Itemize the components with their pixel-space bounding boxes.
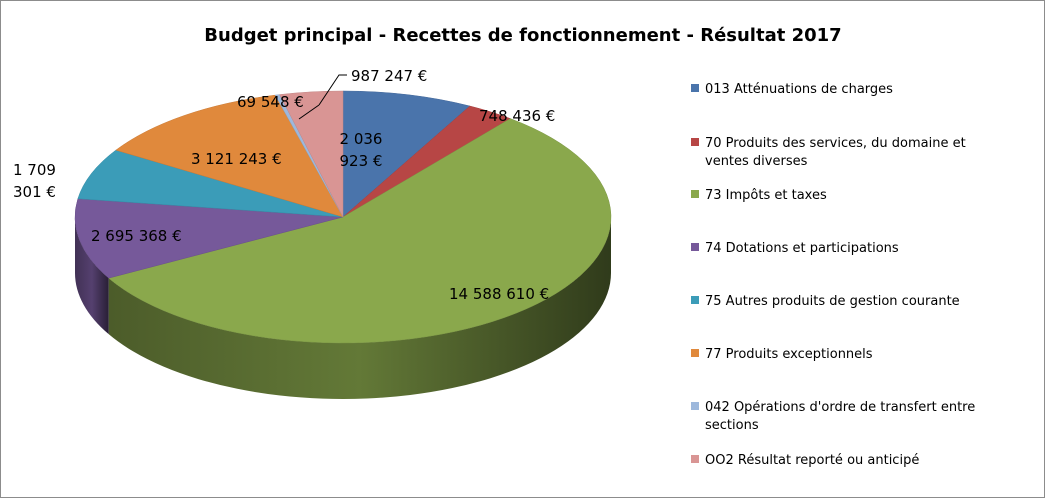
pie-slice-74 [74,198,344,279]
legend-swatch [691,402,699,410]
chart-title: Budget principal - Recettes de fonctionn… [204,25,841,46]
pie-slice-73 [108,118,612,344]
legend-swatch [691,190,699,198]
legend-label: 75 Autres produits de gestion courante [705,294,960,309]
legend-item-77: 77 Produits exceptionnels [691,347,873,362]
data-label-73: 14 588 610 € [449,285,549,303]
legend-item-042: 042 Opérations d'ordre de transfert entr… [691,400,975,433]
legend-swatch [691,349,699,357]
legend-label: OO2 Résultat reporté ou anticipé [705,453,919,468]
leader-line-042 [298,104,320,120]
pie-slice-013 [342,90,471,218]
pie-top-layer [74,90,612,344]
legend-label: 042 Opérations d'ordre de transfert entr… [705,400,975,433]
pie-side-74 [75,217,109,335]
pie-side-73 [108,217,611,399]
legend-item-73: 73 Impôts et taxes [691,188,827,203]
legend-item-70: 70 Produits des services, du domaine et v… [691,136,966,169]
legend-label: 77 Produits exceptionnels [705,347,873,362]
pie-slice-002 [279,90,344,218]
data-label-75: 1 709 301 € [13,161,56,201]
leader-line-002 [318,74,347,106]
legend-label: 74 Dotations et participations [705,241,899,256]
data-label-013: 2 036 923 € [340,130,383,170]
legend: 013 Atténuations de charges 70 Produits d… [691,82,975,468]
data-label-70: 748 436 € [479,107,555,125]
legend-swatch [691,138,699,146]
legend-swatch [691,455,699,463]
data-labels: 2 036 923 € 748 436 € 14 588 610 € 2 695 368… [13,67,555,303]
legend-swatch [691,243,699,251]
leader-lines [298,74,347,120]
pie-slice-75 [77,149,344,218]
data-label-002: 987 247 € [351,67,427,85]
data-label-77: 3 121 243 € [191,150,282,168]
legend-item-002: OO2 Résultat reporté ou anticipé [691,453,919,468]
pie-depth-layer [75,217,611,399]
legend-item-74: 74 Dotations et participations [691,241,899,256]
legend-swatch [691,296,699,304]
pie-slice-77 [115,94,344,218]
legend-label: 70 Produits des services, du domaine et v… [705,136,966,169]
legend-item-75: 75 Autres produits de gestion courante [691,294,960,309]
data-label-042: 69 548 € [237,93,304,111]
legend-swatch [691,84,699,92]
legend-label: 73 Impôts et taxes [705,188,827,203]
legend-label: 013 Atténuations de charges [705,82,893,97]
legend-item-013: 013 Atténuations de charges [691,82,893,97]
data-label-74: 2 695 368 € [91,227,182,245]
